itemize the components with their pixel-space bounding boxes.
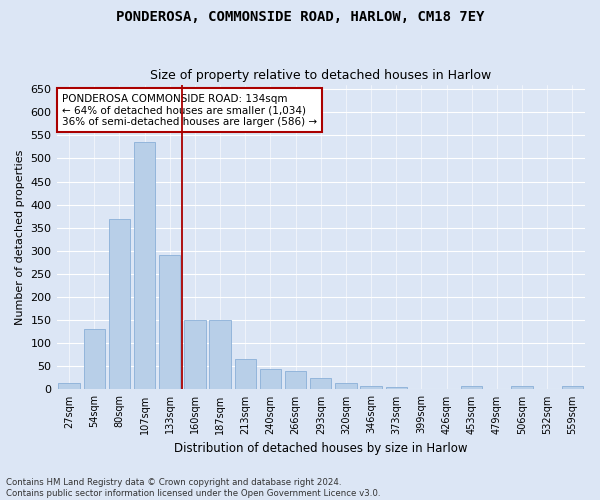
Bar [134,142,155,390]
Text: PONDEROSA COMMONSIDE ROAD: 134sqm
← 64% of detached houses are smaller (1,034)
3: PONDEROSA COMMONSIDE ROAD: 134sqm ← 64% … [62,94,317,127]
Bar [562,386,583,390]
Title: Size of property relative to detached houses in Harlow: Size of property relative to detached ho… [150,69,491,82]
Bar [109,218,130,390]
Bar [335,382,356,390]
Y-axis label: Number of detached properties: Number of detached properties [15,150,25,324]
Bar [260,368,281,390]
Bar [310,378,331,390]
Bar [285,371,307,390]
Bar [361,386,382,390]
Bar [184,320,206,390]
Text: PONDEROSA, COMMONSIDE ROAD, HARLOW, CM18 7EY: PONDEROSA, COMMONSIDE ROAD, HARLOW, CM18… [116,10,484,24]
Bar [83,330,105,390]
Bar [58,382,80,390]
Bar [461,386,482,390]
Bar [511,386,533,390]
Text: Contains HM Land Registry data © Crown copyright and database right 2024.
Contai: Contains HM Land Registry data © Crown c… [6,478,380,498]
Bar [235,360,256,390]
Bar [209,320,231,390]
X-axis label: Distribution of detached houses by size in Harlow: Distribution of detached houses by size … [174,442,467,455]
Bar [159,256,181,390]
Bar [386,387,407,390]
